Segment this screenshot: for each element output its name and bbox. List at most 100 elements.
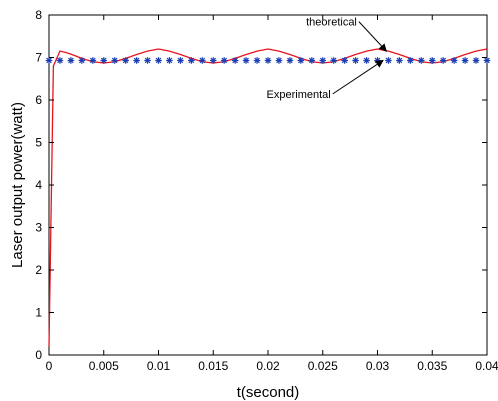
asterisk-stroke xyxy=(111,57,118,64)
experimental-point xyxy=(209,57,217,64)
experimental-point xyxy=(122,57,129,64)
experimental-point xyxy=(308,57,316,64)
experimental-point xyxy=(242,57,250,64)
asterisk-stroke xyxy=(276,57,282,64)
experimental-point xyxy=(396,57,403,64)
experimental-point xyxy=(144,57,151,64)
asterisk-stroke xyxy=(484,57,490,64)
asterisk-stroke xyxy=(210,57,217,64)
asterisk-stroke xyxy=(341,57,348,64)
experimental-point xyxy=(407,57,414,64)
experimental-point xyxy=(220,57,228,64)
annotation-arrow xyxy=(358,21,387,52)
experimental-point xyxy=(461,57,469,64)
asterisk-stroke xyxy=(177,57,184,64)
experimental-point xyxy=(67,57,75,64)
x-tick-label: 0.03 xyxy=(366,359,390,373)
asterisk-stroke xyxy=(188,57,195,64)
experimental-point xyxy=(483,57,491,64)
y-tick-label: 6 xyxy=(35,93,42,107)
asterisk-stroke xyxy=(122,57,129,64)
asterisk-stroke xyxy=(133,57,140,64)
experimental-point xyxy=(78,57,86,64)
experimental-point xyxy=(472,57,480,64)
x-tick-label: 0.035 xyxy=(417,359,447,373)
experimental-point xyxy=(100,57,108,64)
asterisk-stroke xyxy=(473,57,479,64)
asterisk-stroke xyxy=(57,57,63,64)
experimental-point xyxy=(199,57,206,64)
asterisk-stroke xyxy=(298,57,304,64)
annotation-label: theoretical xyxy=(306,17,357,29)
experimental-point xyxy=(286,57,294,64)
experimental-point xyxy=(428,57,436,64)
asterisk-stroke xyxy=(100,57,107,64)
asterisk-stroke xyxy=(462,57,468,64)
experimental-point xyxy=(188,57,195,64)
experimental-point xyxy=(177,57,184,64)
y-tick-label: 0 xyxy=(35,348,42,362)
asterisk-stroke xyxy=(68,57,74,64)
y-axis-label: Laser output power(watt) xyxy=(9,102,26,268)
experimental-point xyxy=(253,57,261,64)
experimental-point xyxy=(155,57,162,64)
asterisk-stroke xyxy=(287,57,293,64)
experimental-point xyxy=(341,57,348,64)
x-axis-label: t(second) xyxy=(237,384,300,401)
asterisk-stroke xyxy=(89,57,96,64)
asterisk-stroke xyxy=(319,57,326,64)
experimental-point xyxy=(275,57,283,64)
experimental-point xyxy=(297,57,305,64)
experimental-point xyxy=(111,57,118,64)
y-tick-label: 2 xyxy=(35,263,42,277)
experimental-point xyxy=(264,57,272,64)
plot-area xyxy=(48,14,488,356)
experimental-point xyxy=(166,57,173,64)
x-tick-label: 0 xyxy=(46,359,53,373)
experimental-point xyxy=(45,57,53,64)
annotation-arrow xyxy=(332,59,384,95)
asterisk-stroke xyxy=(440,57,447,64)
experimental-point xyxy=(231,57,239,64)
y-tick-label: 4 xyxy=(35,178,42,192)
experimental-point xyxy=(330,57,337,64)
experimental-point xyxy=(133,57,140,64)
asterisk-stroke xyxy=(232,57,238,64)
experimental-point xyxy=(319,57,327,64)
asterisk-stroke xyxy=(330,57,337,64)
x-tick-label: 0.015 xyxy=(198,359,228,373)
asterisk-stroke xyxy=(144,57,151,64)
y-axis: 0 1 2 3 4 5 6 7 8 xyxy=(35,8,487,362)
asterisk-stroke xyxy=(155,57,162,64)
x-tick-label: 0.01 xyxy=(147,359,171,373)
y-tick-label: 3 xyxy=(35,221,42,235)
asterisk-stroke xyxy=(385,57,392,64)
asterisk-stroke xyxy=(407,57,414,64)
asterisk-stroke xyxy=(396,57,403,64)
y-tick-label: 5 xyxy=(35,136,42,150)
annotations: theoretical Experimental xyxy=(267,17,387,101)
x-tick-label: 0.02 xyxy=(256,359,280,373)
experimental-point xyxy=(89,57,97,64)
asterisk-stroke xyxy=(199,57,206,64)
experimental-point xyxy=(450,57,458,64)
experimental-point xyxy=(352,57,359,64)
x-tick-label: 0.025 xyxy=(308,359,338,373)
annotation-label: Experimental xyxy=(267,89,331,101)
asterisk-stroke xyxy=(243,57,249,64)
experimental-point xyxy=(439,57,447,64)
asterisk-stroke xyxy=(429,57,436,64)
asterisk-stroke xyxy=(451,57,457,64)
asterisk-stroke xyxy=(79,57,85,64)
y-tick-label: 8 xyxy=(35,8,42,22)
experimental-point xyxy=(385,57,392,64)
asterisk-stroke xyxy=(363,57,370,64)
asterisk-stroke xyxy=(221,57,228,64)
experimental-point xyxy=(418,57,425,64)
asterisk-stroke xyxy=(265,57,271,64)
asterisk-stroke xyxy=(166,57,173,64)
x-tick-label: 0.04 xyxy=(475,359,498,373)
asterisk-stroke xyxy=(46,57,52,64)
asterisk-stroke xyxy=(308,57,315,64)
